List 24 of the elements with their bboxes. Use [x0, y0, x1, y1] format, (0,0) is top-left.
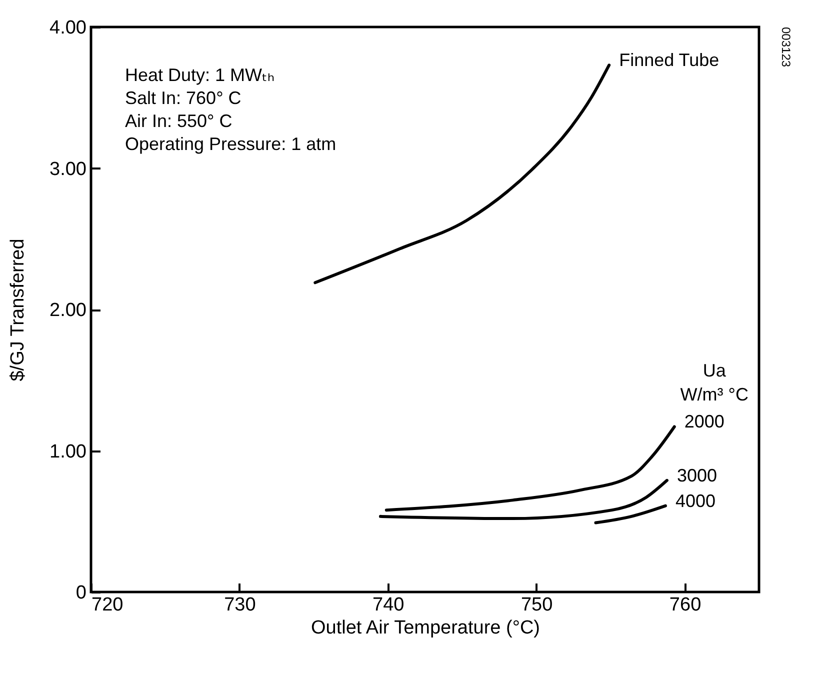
- legend-title: Ua W/m³ °C: [680, 360, 748, 405]
- x-tick-label: 760: [669, 594, 702, 616]
- series-label: 3000: [676, 465, 718, 486]
- annotation: Salt In: 760° C: [125, 88, 242, 108]
- y-axis-title: $/GJ Transferred: [8, 238, 29, 382]
- series-label: Finned Tube: [619, 50, 720, 70]
- y-tick-label: 3.00: [50, 158, 86, 180]
- y-tick-label: 4.00: [50, 18, 86, 38]
- series-label: 2000: [684, 412, 724, 432]
- annotation: Heat Duty: 1 MWₜₕ: [125, 65, 275, 85]
- x-tick-label: 750: [520, 594, 553, 616]
- y-tick-label: 0: [76, 582, 86, 604]
- x-tick-label: 740: [372, 594, 404, 616]
- x-tick-label: 730: [224, 594, 256, 616]
- text: 003123: [779, 27, 793, 68]
- y-tick-label: 1.00: [50, 441, 86, 462]
- y-tick-label: 2.00: [50, 300, 86, 321]
- series-label: 4000: [675, 490, 716, 511]
- x-axis-title: Outlet Air Temperature (°C): [311, 618, 540, 638]
- x-tick-label: 720: [92, 594, 124, 616]
- line-series: [378, 478, 668, 520]
- annotation: Operating Pressure: 1 atm: [125, 134, 336, 154]
- annotation: Air In: 550° C: [125, 111, 232, 131]
- line-series: [384, 425, 676, 512]
